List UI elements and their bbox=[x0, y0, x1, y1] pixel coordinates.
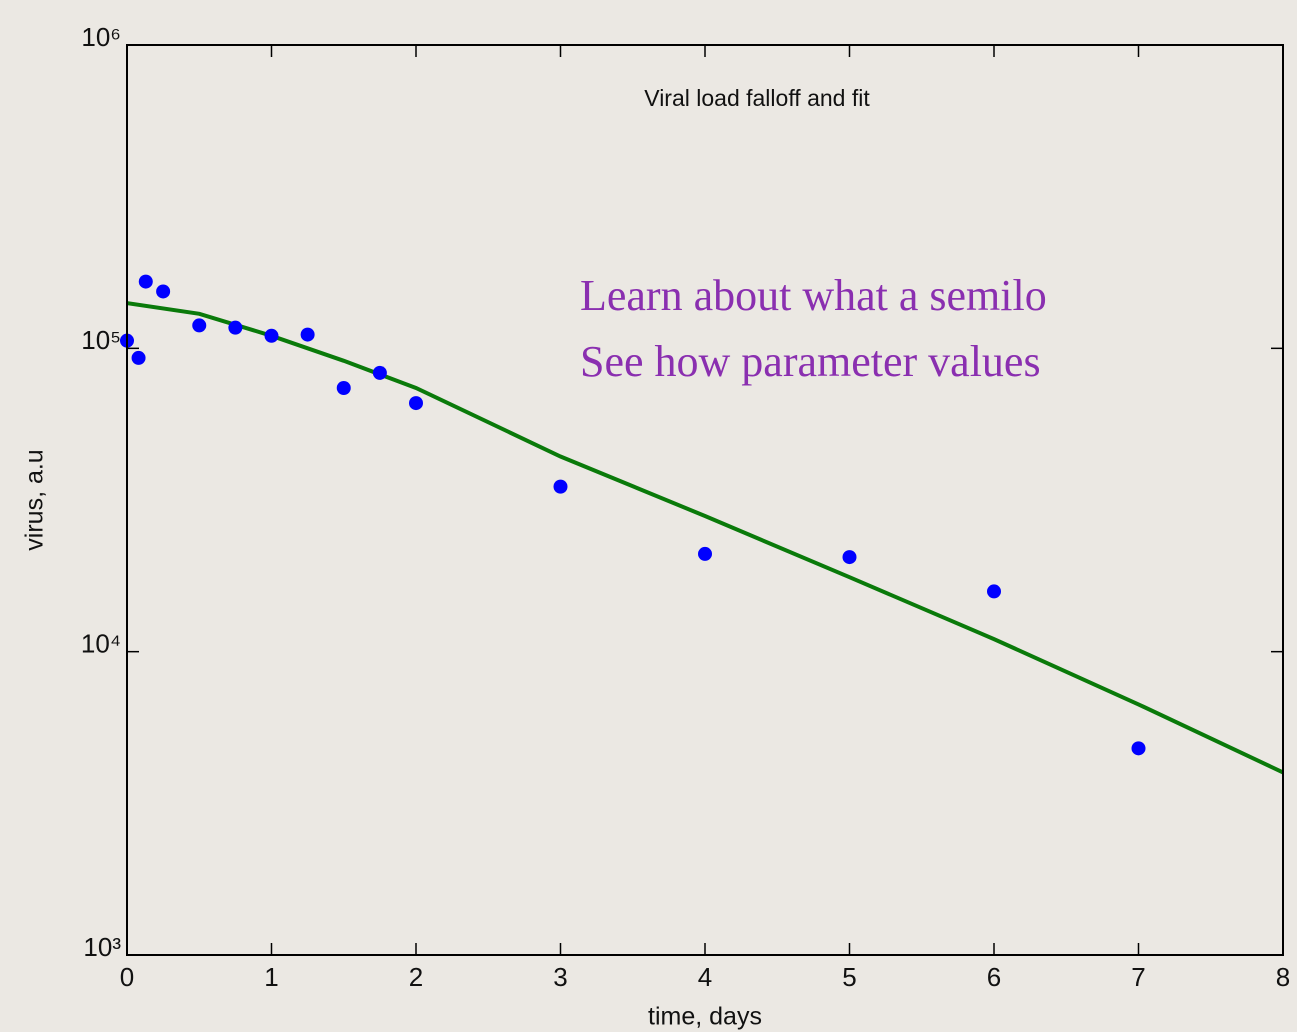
data-point bbox=[1131, 741, 1146, 756]
annotation: Learn about what a semilo bbox=[580, 271, 1047, 320]
data-point bbox=[553, 479, 568, 494]
y-axis-label: virus, a.u bbox=[21, 449, 49, 550]
data-point bbox=[842, 550, 857, 565]
x-tick-label: 6 bbox=[987, 962, 1001, 992]
x-tick-label: 3 bbox=[553, 962, 567, 992]
data-point bbox=[131, 350, 146, 365]
data-point bbox=[156, 284, 171, 299]
data-point bbox=[372, 365, 387, 380]
x-tick-label: 8 bbox=[1276, 962, 1290, 992]
x-tick-label: 1 bbox=[264, 962, 278, 992]
data-point bbox=[228, 320, 243, 335]
data-point bbox=[336, 380, 351, 395]
y-tick-label: 10³ bbox=[83, 932, 121, 962]
data-point bbox=[300, 327, 315, 342]
data-point bbox=[192, 318, 207, 333]
data-point bbox=[987, 584, 1001, 599]
x-tick-label: 4 bbox=[698, 962, 712, 992]
data-point bbox=[138, 274, 153, 289]
annotation: See how parameter values bbox=[580, 337, 1041, 386]
plot-frame bbox=[126, 44, 1284, 956]
data-point bbox=[698, 546, 712, 561]
x-axis-label: time, days bbox=[648, 1003, 762, 1031]
x-tick-label: 0 bbox=[120, 962, 134, 992]
y-tick-label: 10⁵ bbox=[81, 325, 121, 355]
y-tick-label: 10⁴ bbox=[81, 629, 121, 659]
y-tick-label: 10⁶ bbox=[81, 22, 121, 52]
x-tick-label: 7 bbox=[1131, 962, 1145, 992]
chart-title: Viral load falloff and fit bbox=[644, 85, 870, 111]
fit-line bbox=[126, 301, 1284, 775]
x-tick-label: 2 bbox=[409, 962, 423, 992]
data-point bbox=[409, 396, 423, 411]
x-tick-label: 5 bbox=[842, 962, 856, 992]
data-point bbox=[264, 328, 279, 343]
